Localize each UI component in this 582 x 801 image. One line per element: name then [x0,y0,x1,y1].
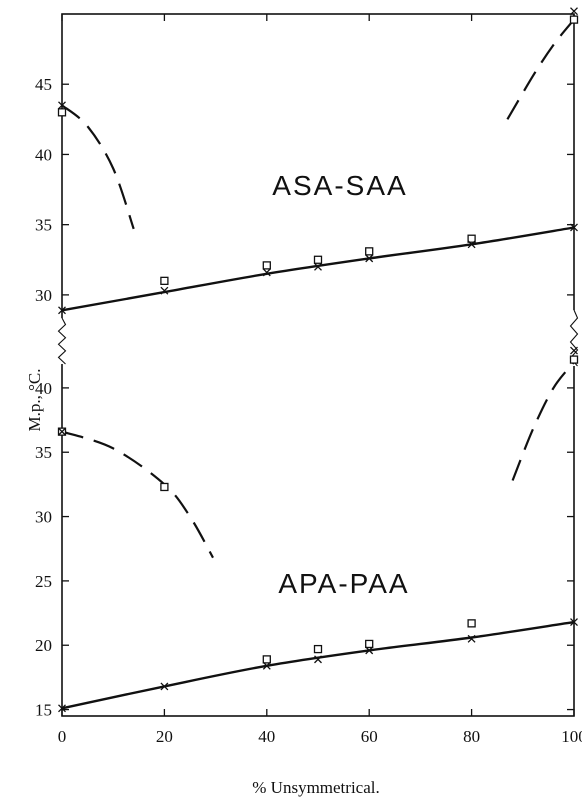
curves-layer [61,18,575,710]
cross-marker [160,286,169,295]
axis-break-squiggle [57,317,67,365]
square-marker [313,644,323,654]
square-marker [262,655,271,664]
cross-marker [58,306,66,315]
cross-marker [262,268,271,277]
square-marker [160,482,169,492]
solid-curve [61,226,575,312]
dashed-curve [506,18,575,120]
cross-marker [365,646,374,655]
square-marker [57,108,67,117]
x-tick-label: 0 [58,727,67,746]
dashed-curve [61,104,135,230]
y-axis-title: M.p., °C. [25,368,44,431]
y-tick-label: 40 [35,145,52,164]
y-tick-label: 40 [35,379,52,398]
square-marker [467,619,476,628]
cross-marker [570,7,578,16]
cross-marker [58,427,66,436]
markers-layer [57,7,579,713]
y-tick-label: 35 [35,443,52,462]
square-marker [365,247,374,256]
axes-layer: 0 20 40 60 80 100 30 35 40 45 15 20 25 30 35 40 [35,13,582,746]
cross-marker [467,634,476,643]
dashed-curve [61,430,214,559]
y-tick-label: 35 [35,216,52,235]
labels-layer: M.p., °C. % Unsymmetrical. ASA-SAA APA-P… [25,170,409,797]
cross-marker [314,655,322,664]
cross-marker [570,223,578,232]
panel-label-apa-paa: APA-PAA [278,568,409,599]
cross-marker [467,240,476,249]
cross-marker [570,618,578,627]
x-tick-label: 60 [361,727,378,746]
x-tick-label: 100 [561,727,582,746]
plot-frame [61,13,575,717]
cross-marker [365,254,374,263]
x-tick-label: 80 [463,727,480,746]
y-tick-label: 25 [35,572,52,591]
y-tick-label: 30 [35,508,52,527]
dashed-curve [511,361,575,481]
y-tick-label: 15 [35,701,52,720]
cross-marker [58,101,66,110]
square-marker [569,15,579,24]
cross-marker [160,682,169,691]
y-tick-label: 45 [35,75,52,94]
x-axis-title: % Unsymmetrical. [252,778,379,797]
panel-label-asa-saa: ASA-SAA [272,170,407,201]
cross-marker [570,346,578,355]
square-marker [313,255,323,264]
y-tick-label: 20 [35,636,52,655]
x-tick-label: 20 [156,727,173,746]
x-tick-label: 40 [258,727,275,746]
square-marker [365,639,374,649]
solid-curve [61,620,575,710]
square-marker [569,355,579,364]
square-marker [160,276,169,285]
y-tick-label: 30 [35,286,52,305]
square-marker [467,234,476,243]
cross-marker [58,704,66,713]
cross-marker [314,262,322,271]
cross-marker [262,661,271,670]
square-marker [262,261,271,270]
